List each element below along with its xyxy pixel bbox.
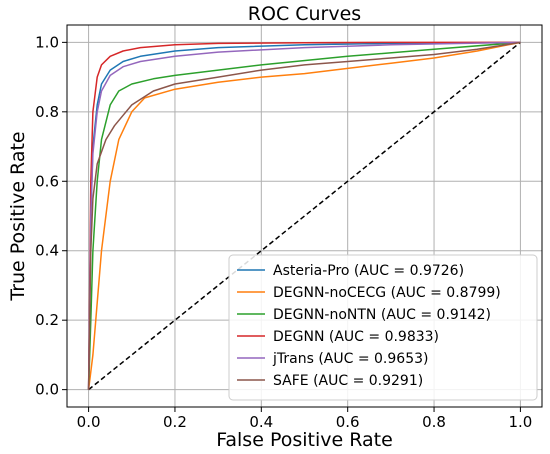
x-tick-label: 0.0: [77, 413, 101, 431]
y-tick-label: 0.2: [35, 311, 59, 329]
series-line-4: [87, 41, 521, 390]
legend: Asteria-Pro (AUC = 0.9726) DEGNN-noCECG (…: [228, 254, 538, 401]
series-line-3: [87, 41, 521, 390]
y-tick-label: 0.4: [35, 242, 59, 260]
series-line-5: [87, 41, 521, 390]
x-tick-label: 1.0: [508, 413, 532, 431]
legend-label-0: Asteria-Pro (AUC = 0.9726): [273, 263, 464, 279]
legend-label-2: DEGNN-noNTN (AUC = 0.9142): [273, 307, 491, 323]
y-tick-label: 0.0: [35, 381, 59, 399]
legend-label-4: jTrans (AUC = 0.9653): [272, 351, 428, 367]
grid: [67, 25, 542, 407]
legend-label-3: DEGNN (AUC = 0.9833): [273, 329, 439, 345]
y-axis-label: True Positive Rate: [7, 131, 29, 301]
x-axis-label: False Positive Rate: [216, 429, 393, 451]
legend-label-1: DEGNN-noCECG (AUC = 0.8799): [273, 285, 501, 301]
axis-ticks: 0.0 0.2 0.4 0.6 0.8 1.0 0.0 0.2 0.4 0.6 0.8 1.0: [35, 33, 532, 431]
x-tick-label: 0.4: [249, 413, 273, 431]
random-classifier-line: [88, 41, 521, 391]
x-tick-label: 0.8: [422, 413, 446, 431]
legend-label-5: SAFE (AUC = 0.9291): [273, 373, 423, 389]
x-tick-label: 0.6: [336, 413, 360, 431]
chart-title: ROC Curves: [248, 3, 361, 25]
plot-frame: [66, 24, 543, 408]
y-tick-label: 0.6: [35, 172, 59, 190]
legend-box: [228, 254, 538, 401]
y-tick-label: 1.0: [35, 33, 59, 51]
y-tick-label: 0.8: [35, 103, 59, 121]
series-lines: [87, 41, 521, 391]
series-line-2: [87, 41, 521, 390]
series-line-1: [87, 41, 521, 390]
x-tick-label: 0.2: [163, 413, 187, 431]
